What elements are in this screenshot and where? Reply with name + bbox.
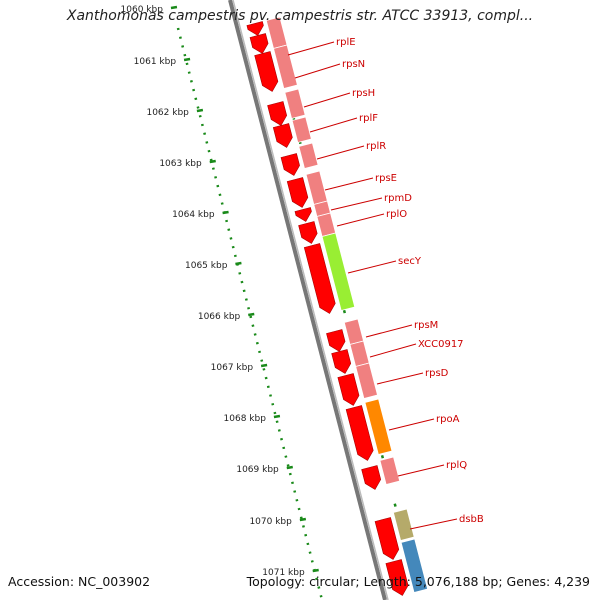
- cds-arrow[interactable]: [298, 221, 318, 244]
- accession-label: Accession: NC_003902: [8, 574, 151, 589]
- cds-arrow[interactable]: [286, 177, 309, 208]
- ruler-tick: [222, 210, 229, 215]
- gene-feature-block[interactable]: [355, 362, 378, 399]
- gene-label-leader: [324, 177, 374, 191]
- gene-label-rplo[interactable]: rplO: [386, 209, 407, 220]
- gene-label-rplf[interactable]: rplF: [359, 113, 378, 124]
- cds-arrow[interactable]: [254, 51, 279, 92]
- gene-label-rpsd[interactable]: rpsD: [425, 368, 449, 379]
- ruler-tick: [235, 261, 242, 266]
- cds-arrow[interactable]: [345, 405, 374, 461]
- ruler-tick: [260, 363, 268, 368]
- gene-label-leader: [330, 197, 383, 211]
- gene-label-rpoa[interactable]: rpoA: [436, 414, 460, 425]
- cds-arrow[interactable]: [385, 559, 409, 596]
- gene-label-leader: [365, 324, 413, 338]
- cds-arrow[interactable]: [303, 243, 336, 314]
- gene-label-rple[interactable]: rplE: [336, 37, 356, 48]
- ruler-tick-label: 1061 kbp: [134, 57, 177, 67]
- gene-feature-block[interactable]: [343, 318, 365, 345]
- ruler-tick-label: 1062 kbp: [146, 108, 189, 118]
- gene-label-leader: [294, 63, 341, 79]
- genome-backbone: [228, 0, 387, 601]
- ruler-tick: [196, 108, 204, 113]
- gene-label-rpsm[interactable]: rpsM: [414, 320, 438, 331]
- genome-backbone-shadow: [232, 0, 389, 601]
- gene-feature-block[interactable]: [284, 88, 306, 119]
- gene-label-rplq[interactable]: rplQ: [446, 460, 467, 471]
- ruler-tick-label: 1067 kbp: [211, 363, 254, 373]
- gene-label-leader: [369, 343, 417, 358]
- gene-label-dsbb[interactable]: dsbB: [459, 514, 484, 525]
- cds-arrow[interactable]: [249, 33, 269, 54]
- gene-feature-block[interactable]: [305, 170, 328, 205]
- gene-label-rpmd[interactable]: rpmD: [384, 193, 412, 204]
- cds-arrow[interactable]: [337, 373, 360, 406]
- ruler-tick: [286, 465, 293, 470]
- gene-feature-block[interactable]: [364, 398, 393, 455]
- ruler-tick-label: 1069 kbp: [236, 465, 279, 475]
- ruler-tick-label: 1071 kbp: [262, 568, 305, 578]
- gene-label-rpse[interactable]: rpsE: [375, 173, 397, 184]
- gene-feature-block[interactable]: [379, 456, 401, 485]
- cds-arrow[interactable]: [326, 329, 346, 352]
- gene-feature-block[interactable]: [298, 142, 319, 169]
- ruler-tick: [170, 5, 178, 10]
- gene-feature-block[interactable]: [316, 212, 337, 237]
- ruler-tick: [312, 568, 319, 573]
- cds-arrow[interactable]: [246, 21, 264, 36]
- ruler-tick-label: 1066 kbp: [198, 312, 241, 322]
- gene-feature-block[interactable]: [291, 116, 312, 143]
- gene-label-leader: [303, 92, 351, 108]
- gene-feature-block[interactable]: [321, 232, 356, 311]
- gene-label-leader: [388, 418, 435, 431]
- gene-label-leader: [309, 117, 358, 133]
- gene-label-leader: [336, 213, 385, 227]
- gene-label-leader: [316, 145, 365, 160]
- gene-feature-block[interactable]: [392, 508, 415, 541]
- gene-label-rpsn[interactable]: rpsN: [342, 59, 365, 70]
- gene-label-rplr[interactable]: rplR: [366, 141, 386, 152]
- gene-label-secy[interactable]: secY: [398, 256, 422, 267]
- ruler-tick: [299, 517, 307, 522]
- cds-arrow[interactable]: [361, 465, 382, 490]
- ruler-tick: [209, 159, 216, 164]
- gene-feature-block[interactable]: [400, 538, 429, 593]
- cds-arrow[interactable]: [267, 101, 288, 126]
- ruler-tick: [273, 414, 281, 419]
- ruler-tick: [248, 312, 255, 317]
- gene-feature-block[interactable]: [273, 44, 298, 89]
- gene-label-leader: [347, 260, 397, 274]
- map-title: Xanthomonas campestris pv. campestris st…: [66, 8, 534, 24]
- cds-arrow[interactable]: [294, 207, 312, 222]
- gene-label-leader: [376, 372, 424, 385]
- gene-feature-block[interactable]: [349, 340, 370, 367]
- cds-arrow[interactable]: [280, 153, 300, 176]
- gene-label-leader: [397, 464, 445, 477]
- ruler-tick-label: 1063 kbp: [159, 159, 202, 169]
- gene-label-leader: [287, 41, 335, 56]
- ruler-tick: [183, 57, 191, 62]
- gene-label-rpsh[interactable]: rpsH: [352, 88, 375, 99]
- ruler-tick-label: 1065 kbp: [185, 261, 228, 271]
- cds-arrow[interactable]: [374, 517, 400, 560]
- ruler-tick-label: 1070 kbp: [249, 517, 292, 527]
- ruler-tick-label: 1068 kbp: [224, 414, 267, 424]
- ruler-tick-label: 1060 kbp: [121, 5, 164, 15]
- gene-label-xcc0917[interactable]: XCC0917: [418, 339, 464, 350]
- cds-arrow[interactable]: [272, 123, 293, 148]
- gene-label-leader: [409, 518, 458, 530]
- genome-summary: Topology: circular; Length: 5,076,188 bp…: [246, 574, 590, 589]
- ruler-tick-label: 1064 kbp: [172, 210, 215, 220]
- cds-arrow[interactable]: [331, 349, 352, 374]
